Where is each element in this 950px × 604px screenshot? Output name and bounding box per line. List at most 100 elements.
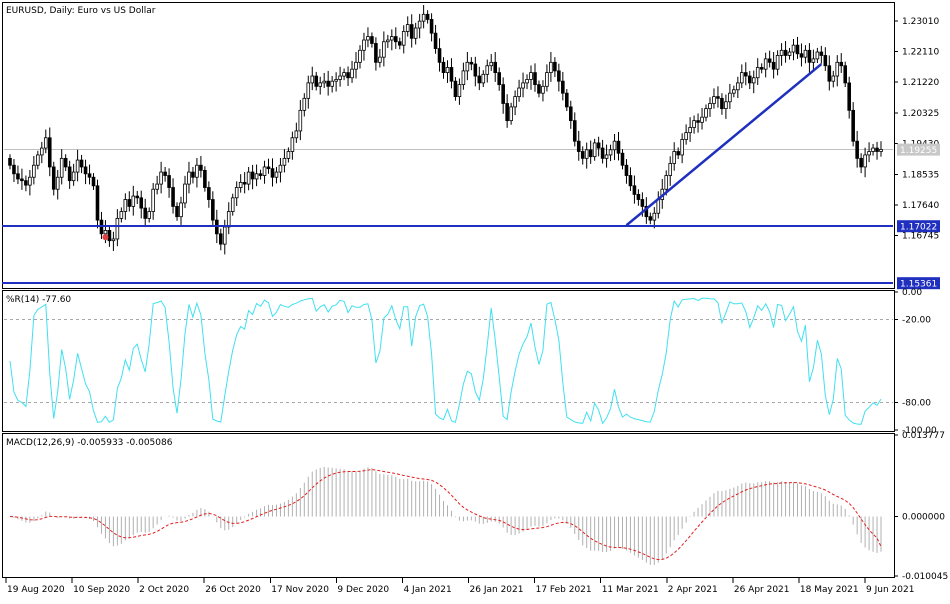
candle — [175, 202, 179, 221]
candle-body — [584, 149, 589, 159]
candle-body — [791, 44, 796, 53]
candle — [115, 209, 120, 247]
candle-body — [795, 44, 800, 55]
candle — [708, 97, 712, 117]
candle — [521, 72, 525, 98]
candle — [795, 36, 800, 59]
candle — [382, 31, 386, 67]
candle-body — [417, 20, 422, 29]
macd-tick-label: 0.013777 — [902, 431, 945, 441]
candle — [147, 207, 151, 223]
candle — [819, 45, 824, 64]
candle-body — [588, 149, 593, 158]
candle-body — [425, 13, 430, 20]
candle — [648, 212, 653, 225]
candle-body — [501, 84, 505, 104]
candle-body — [557, 70, 561, 82]
williams-r-line — [9, 297, 882, 425]
candle — [401, 25, 406, 54]
candle-body — [67, 166, 72, 182]
candle — [525, 74, 529, 90]
williams-pane-frame — [2, 290, 895, 432]
candle — [262, 160, 267, 184]
candle — [425, 10, 430, 24]
chart-title: EURUSD, Daily: Euro vs US Dollar — [6, 6, 156, 16]
alert-marker — [102, 234, 109, 241]
candle — [827, 55, 832, 91]
candle-body — [226, 211, 231, 228]
candle-body — [127, 199, 132, 207]
candle-body — [294, 130, 299, 139]
candle-body — [537, 84, 541, 94]
candle — [847, 76, 851, 119]
candle-body — [592, 142, 597, 158]
candle-body — [783, 49, 788, 56]
candle-body — [485, 65, 490, 75]
candle — [561, 71, 565, 101]
candle — [234, 181, 239, 207]
candle-body — [580, 151, 585, 159]
candle-body — [51, 166, 56, 190]
candle — [696, 113, 700, 133]
candle — [282, 149, 287, 173]
candle — [831, 70, 836, 88]
candle-body — [787, 51, 792, 56]
candle — [529, 65, 533, 90]
candle-body — [811, 58, 816, 63]
candle — [557, 63, 561, 92]
candle — [413, 22, 418, 45]
candle — [839, 53, 844, 73]
candle — [199, 155, 203, 178]
candle-body — [736, 82, 740, 91]
candle-body — [234, 187, 239, 199]
candle — [441, 57, 446, 79]
candle-body — [827, 65, 832, 82]
candle — [91, 173, 96, 190]
horizontal-level-tag — [897, 277, 940, 290]
candle — [211, 191, 215, 226]
candle — [616, 131, 621, 161]
candle-body — [354, 61, 358, 70]
candle — [851, 102, 855, 147]
candle-body — [362, 39, 366, 51]
candle-body — [533, 72, 537, 86]
candle-body — [517, 87, 521, 98]
candle — [298, 100, 303, 141]
candle — [274, 166, 279, 184]
candle — [763, 52, 768, 78]
candle — [338, 66, 342, 87]
candle-body — [119, 211, 124, 219]
candle — [437, 38, 442, 72]
candle-body — [668, 163, 673, 176]
candle-body — [632, 185, 637, 195]
candle — [107, 225, 112, 247]
candle — [549, 52, 553, 82]
candle-body — [366, 36, 370, 41]
candle — [533, 63, 537, 92]
time-tick-label: 2 Apr 2021 — [668, 585, 718, 595]
candle — [457, 78, 462, 105]
candle-body — [36, 154, 40, 166]
candle-body — [712, 96, 716, 104]
price-tick-label: 1.20325 — [902, 109, 939, 119]
candle — [32, 155, 36, 185]
price-candles-layer — [2, 5, 893, 285]
candle — [330, 76, 334, 93]
candle-body — [238, 181, 243, 188]
candle-body — [755, 67, 760, 79]
candle — [278, 158, 283, 183]
time-tick-label: 18 May 2021 — [800, 585, 859, 595]
candle-body — [183, 183, 187, 204]
candle-body — [322, 80, 326, 84]
candle-body — [875, 147, 879, 152]
macd-layer — [9, 466, 882, 565]
candle-body — [390, 36, 394, 41]
candle-body — [763, 58, 768, 70]
candle — [390, 29, 394, 51]
price-tick-label: 1.22110 — [902, 48, 939, 58]
candle — [636, 189, 641, 206]
candle — [835, 55, 840, 87]
candle-body — [624, 164, 629, 176]
